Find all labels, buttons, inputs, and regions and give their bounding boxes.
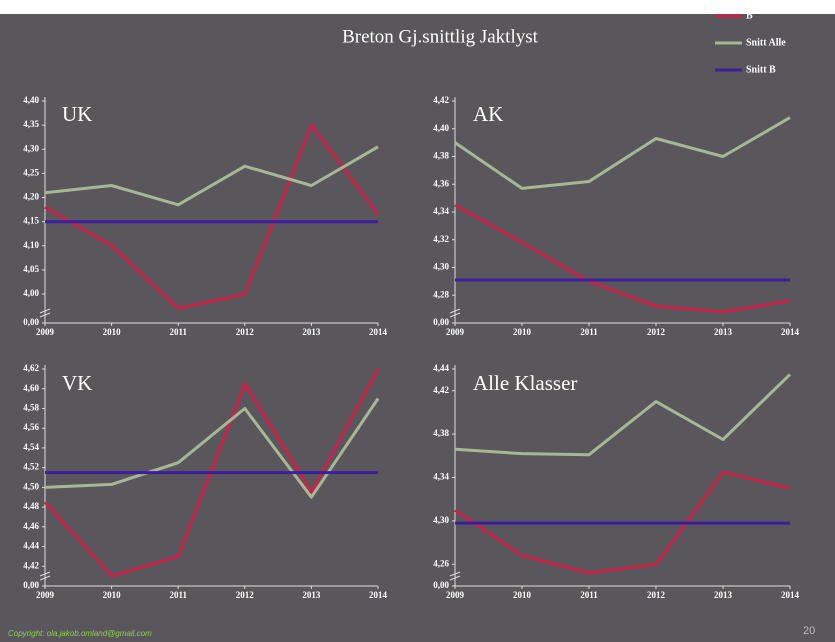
y-tick-label: 0,00 [433, 317, 449, 327]
axis-break [449, 308, 461, 318]
axis-break [39, 571, 51, 581]
panel-title: Alle Klasser [473, 371, 577, 395]
y-tick-label: 4,36 [433, 178, 449, 188]
y-tick-label: 4,15 [23, 216, 39, 226]
legend-label: Snitt B [746, 64, 776, 75]
x-tick-label: 2014 [781, 327, 800, 337]
x-tick-label: 2010 [513, 590, 532, 600]
y-tick-label: 4,34 [433, 472, 449, 482]
y-tick-label: 4,34 [433, 206, 449, 216]
y-tick-label: 4,00 [23, 288, 39, 298]
y-tick-label: 0,00 [23, 317, 39, 327]
y-tick-label: 0,00 [433, 580, 449, 590]
y-tick-label: 4,28 [433, 289, 449, 299]
x-tick-label: 2011 [169, 590, 187, 600]
x-tick-label: 2011 [169, 327, 187, 337]
y-tick-label: 4,60 [23, 383, 39, 393]
y-tick-label: 4,26 [433, 558, 449, 568]
axis-break [39, 308, 51, 318]
x-tick-label: 2013 [714, 590, 733, 600]
series-line [454, 373, 792, 457]
y-tick-label: 4,52 [23, 462, 39, 472]
legend-label: B [746, 10, 753, 21]
series-line [454, 203, 791, 314]
series-line [44, 397, 380, 499]
x-tick-label: 2012 [236, 327, 255, 337]
x-tick-label: 2012 [236, 590, 255, 600]
series-line [44, 123, 380, 310]
y-tick-label: 4,38 [433, 151, 449, 161]
axis-break [449, 571, 461, 581]
y-tick-label: 4,30 [433, 515, 449, 525]
y-tick-label: 4,44 [23, 541, 39, 551]
y-tick-label: 4,56 [23, 422, 39, 432]
y-tick-label: 4,46 [23, 521, 39, 531]
y-tick-label: 4,42 [433, 385, 449, 395]
y-tick-label: 4,44 [433, 363, 449, 373]
y-tick-label: 4,30 [23, 143, 39, 153]
legend-label: Snitt Alle [746, 37, 786, 48]
y-tick-label: 0,00 [23, 580, 39, 590]
x-tick-label: 2012 [647, 327, 666, 337]
x-tick-label: 2013 [302, 327, 321, 337]
y-tick-label: 4,48 [23, 501, 39, 511]
y-tick-label: 4,40 [23, 95, 39, 105]
x-tick-label: 2010 [513, 327, 532, 337]
x-tick-label: 2010 [103, 327, 122, 337]
x-tick-label: 2014 [781, 590, 800, 600]
x-tick-label: 2012 [647, 590, 666, 600]
series-line [454, 116, 791, 190]
x-tick-label: 2014 [369, 327, 388, 337]
x-tick-label: 2009 [36, 327, 55, 337]
x-tick-label: 2014 [369, 590, 388, 600]
y-tick-label: 4,05 [23, 264, 39, 274]
x-tick-label: 2009 [446, 327, 465, 337]
copyright: Copyright: ola.jakob.omland@gmail.com [8, 629, 152, 638]
x-tick-label: 2009 [36, 590, 55, 600]
panel-title: AK [473, 102, 503, 126]
y-tick-label: 4,10 [23, 240, 39, 250]
y-tick-label: 4,54 [23, 442, 39, 452]
x-tick-label: 2013 [302, 590, 321, 600]
series-line [44, 145, 379, 207]
y-tick-label: 4,20 [23, 192, 39, 202]
series-line [454, 470, 791, 575]
y-tick-label: 4,38 [433, 428, 449, 438]
y-tick-label: 4,42 [433, 95, 449, 105]
y-tick-label: 4,25 [23, 167, 39, 177]
x-tick-label: 2013 [714, 327, 733, 337]
x-tick-label: 2010 [103, 590, 122, 600]
x-tick-label: 2009 [446, 590, 465, 600]
top-strip [0, 0, 835, 14]
x-tick-label: 2011 [580, 590, 598, 600]
y-tick-label: 4,62 [23, 363, 39, 373]
y-tick-label: 4,42 [23, 560, 39, 570]
y-tick-label: 4,30 [433, 262, 449, 272]
panel-title: UK [62, 102, 92, 126]
slide-title: Breton Gj.snittlig Jaktlyst [342, 26, 539, 47]
panel-title: VK [62, 371, 92, 395]
page-number: 20 [803, 625, 815, 637]
x-tick-label: 2011 [580, 327, 598, 337]
y-tick-label: 4,32 [433, 234, 449, 244]
y-tick-label: 4,50 [23, 481, 39, 491]
y-tick-label: 4,58 [23, 403, 39, 413]
y-tick-label: 4,35 [23, 119, 39, 129]
y-tick-label: 4,40 [433, 123, 449, 133]
